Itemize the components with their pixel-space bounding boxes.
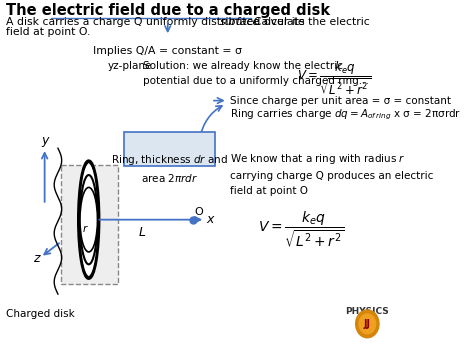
Text: field at point O.: field at point O.: [6, 27, 90, 37]
Text: O: O: [194, 207, 203, 217]
Ellipse shape: [79, 161, 99, 278]
Text: y: y: [41, 134, 49, 147]
Text: z: z: [33, 252, 39, 265]
Ellipse shape: [80, 164, 98, 275]
FancyBboxPatch shape: [124, 132, 215, 166]
Text: $r$: $r$: [82, 223, 89, 234]
Polygon shape: [61, 165, 118, 284]
Text: Ring, thickness $dr$ and
area $2\pi rdr$: Ring, thickness $dr$ and area $2\pi rdr$: [111, 153, 228, 184]
Circle shape: [356, 310, 379, 338]
Text: Charged disk: Charged disk: [6, 309, 74, 319]
Text: x: x: [207, 213, 214, 226]
Text: We know that a ring with radius $r$
carrying charge Q produces an electric
field: We know that a ring with radius $r$ carr…: [230, 152, 434, 196]
Text: JJ: JJ: [364, 319, 371, 329]
Ellipse shape: [80, 175, 98, 264]
Text: Ring carries charge $dq = A_{of\,ring}$ x σ = 2πσrdr: Ring carries charge $dq = A_{of\,ring}$ …: [230, 108, 461, 122]
Text: $V = \dfrac{k_e q}{\sqrt{L^2 + r^2}}$: $V = \dfrac{k_e q}{\sqrt{L^2 + r^2}}$: [257, 210, 344, 249]
Ellipse shape: [80, 187, 98, 252]
Text: L: L: [138, 225, 146, 239]
Circle shape: [359, 314, 375, 334]
Text: PHYSICS: PHYSICS: [346, 307, 389, 316]
Text: The electric field due to a charged disk: The electric field due to a charged disk: [6, 4, 330, 18]
Text: Implies Q/A = constant = σ: Implies Q/A = constant = σ: [93, 46, 242, 56]
Text: surface: surface: [220, 17, 260, 27]
Text: $V = \dfrac{k_e q}{\sqrt{L^2 + r^2}}$: $V = \dfrac{k_e q}{\sqrt{L^2 + r^2}}$: [297, 59, 371, 97]
Text: yz-plane: yz-plane: [108, 61, 152, 71]
Text: . Calculate the electric: . Calculate the electric: [247, 17, 370, 27]
Text: Since charge per unit area = σ = constant: Since charge per unit area = σ = constan…: [230, 95, 451, 106]
Text: Solution: we already know the electric
potential due to a uniformly charged ring: Solution: we already know the electric p…: [143, 61, 369, 86]
Text: A disk carries a charge Q uniformly distributed over its: A disk carries a charge Q uniformly dist…: [6, 17, 308, 27]
